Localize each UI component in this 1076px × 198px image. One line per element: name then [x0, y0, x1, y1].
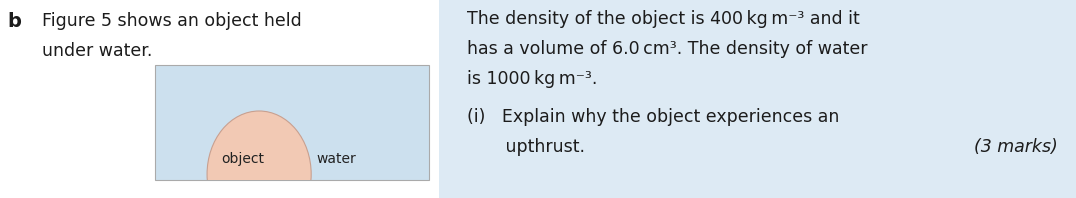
Bar — [155, 65, 429, 180]
Bar — [439, 0, 1076, 198]
Text: b: b — [8, 12, 20, 31]
Text: under water.: under water. — [42, 42, 153, 60]
Text: (3 marks): (3 marks) — [974, 138, 1058, 156]
Text: The density of the object is 400 kg m⁻³ and it: The density of the object is 400 kg m⁻³ … — [467, 10, 860, 28]
Text: Figure 5 shows an object held: Figure 5 shows an object held — [42, 12, 301, 30]
Text: upthrust.: upthrust. — [467, 138, 585, 156]
Text: water: water — [316, 152, 356, 166]
Text: is 1000 kg m⁻³.: is 1000 kg m⁻³. — [467, 70, 597, 88]
Ellipse shape — [207, 111, 311, 198]
Bar — [0, 0, 439, 198]
Text: has a volume of 6.0 cm³. The density of water: has a volume of 6.0 cm³. The density of … — [467, 40, 867, 58]
Text: object: object — [222, 152, 264, 166]
Bar — [155, 65, 429, 180]
Text: (i)   Explain why the object experiences an: (i) Explain why the object experiences a… — [467, 108, 839, 126]
